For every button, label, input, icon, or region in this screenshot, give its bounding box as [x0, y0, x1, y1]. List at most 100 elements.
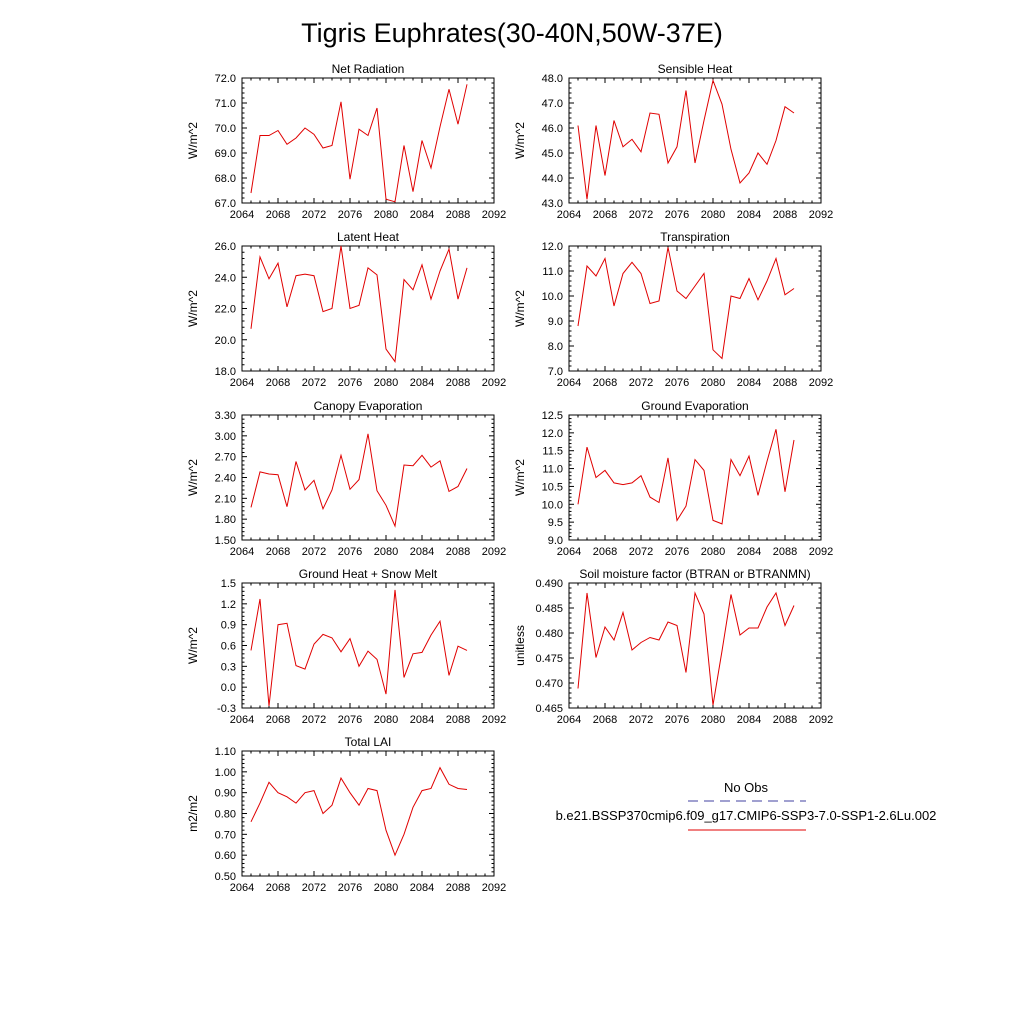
x-tick-label: 2088: [446, 209, 470, 221]
y-tick-label: 22.0: [215, 304, 236, 316]
x-tick-label: 2092: [809, 714, 833, 726]
panel-6: 2064 2068 2072 2076 2080 2084 2088 2092 9.0 9.5 10…: [513, 399, 833, 558]
x-tick-label: 2068: [593, 714, 617, 726]
y-tick-label: -0.3: [217, 703, 236, 715]
panel-7: 2064 2068 2072 2076 2080 2084 2088 2092 -0.3 0.0 0…: [186, 567, 506, 726]
x-tick-label: 2064: [230, 209, 254, 221]
y-tick-label: 44.0: [542, 173, 563, 185]
x-tick-label: 2072: [629, 209, 653, 221]
x-tick-label: 2080: [701, 714, 725, 726]
y-tick-label: 0.80: [215, 809, 236, 821]
y-tick-label: 24.0: [215, 272, 236, 284]
panel-title: Transpiration: [660, 230, 730, 244]
series-line-1: [250, 766, 468, 857]
y-tick-label: 0.6: [221, 641, 236, 653]
x-tick-label: 2068: [593, 209, 617, 221]
plot-frame: [241, 77, 495, 204]
y-tick-label: 12.0: [542, 241, 563, 253]
y-axis-label: W/m^2: [186, 122, 200, 159]
x-tick-label: 2080: [374, 209, 398, 221]
y-tick-label: 1.00: [215, 767, 236, 779]
series-line-1: [250, 84, 468, 203]
y-tick-label: 10.0: [542, 291, 563, 303]
x-tick-label: 2064: [230, 546, 254, 558]
y-tick-label: 68.0: [215, 173, 236, 185]
x-tick-label: 2064: [230, 377, 254, 389]
x-tick-label: 2084: [737, 546, 761, 558]
x-tick-label: 2092: [482, 714, 506, 726]
x-tick-label: 2084: [410, 377, 434, 389]
y-tick-label: 71.0: [215, 98, 236, 110]
x-tick-label: 2080: [374, 714, 398, 726]
x-tick-label: 2068: [266, 209, 290, 221]
x-tick-label: 2072: [302, 546, 326, 558]
x-tick-label: 2080: [374, 546, 398, 558]
y-tick-label: 1.10: [215, 746, 236, 758]
y-tick-label: 0.60: [215, 850, 236, 862]
y-axis-label: unitless: [513, 625, 527, 666]
y-axis-label: W/m^2: [186, 290, 200, 327]
panel-title: Canopy Evaporation: [314, 399, 423, 413]
y-tick-label: 3.30: [215, 410, 236, 422]
y-axis-label: W/m^2: [513, 290, 527, 327]
y-tick-label: 12.5: [542, 410, 563, 422]
x-tick-label: 2084: [737, 714, 761, 726]
y-tick-label: 1.2: [221, 599, 236, 611]
panel-title: Ground Heat + Snow Melt: [299, 567, 438, 581]
y-tick-label: 43.0: [542, 198, 563, 210]
x-tick-label: 2064: [230, 882, 254, 894]
y-tick-label: 11.0: [542, 266, 563, 278]
y-tick-label: 11.5: [542, 446, 563, 458]
legend: No Obs b.e21.BSSP370cmip6.f09_g17.CMIP6-…: [556, 780, 937, 831]
x-tick-label: 2080: [701, 546, 725, 558]
y-tick-label: 1.50: [215, 535, 236, 547]
x-tick-label: 2076: [665, 546, 689, 558]
x-tick-label: 2080: [374, 377, 398, 389]
plot-frame: [568, 245, 822, 372]
plot-frame: [241, 245, 495, 372]
x-tick-label: 2064: [557, 546, 581, 558]
x-tick-label: 2076: [665, 209, 689, 221]
x-tick-label: 2092: [809, 209, 833, 221]
y-tick-label: 10.0: [542, 499, 563, 511]
x-tick-label: 2068: [266, 714, 290, 726]
x-tick-label: 2092: [809, 377, 833, 389]
x-tick-label: 2084: [737, 209, 761, 221]
x-tick-label: 2076: [338, 377, 362, 389]
y-tick-label: 0.475: [535, 653, 563, 665]
y-tick-label: 1.5: [221, 578, 236, 590]
x-tick-label: 2088: [773, 546, 797, 558]
x-tick-label: 2088: [446, 714, 470, 726]
y-tick-label: 67.0: [215, 198, 236, 210]
y-axis-label: W/m^2: [186, 627, 200, 664]
panel-9: 2064 2068 2072 2076 2080 2084 2088 2092 0.50 0.60…: [186, 735, 506, 894]
y-tick-label: 9.0: [548, 535, 563, 547]
legend-label-case: b.e21.BSSP370cmip6.f09_g17.CMIP6-SSP3-7.…: [556, 808, 937, 823]
x-tick-label: 2068: [593, 546, 617, 558]
x-tick-label: 2084: [410, 882, 434, 894]
y-tick-label: 3.00: [215, 431, 236, 443]
x-tick-label: 2080: [701, 377, 725, 389]
x-tick-label: 2076: [665, 714, 689, 726]
y-tick-label: 0.90: [215, 788, 236, 800]
y-tick-label: 9.5: [548, 517, 563, 529]
y-axis-label: m2/m2: [186, 795, 200, 832]
y-tick-label: 0.465: [535, 703, 563, 715]
plot-frame: [568, 77, 822, 204]
x-tick-label: 2088: [446, 377, 470, 389]
x-tick-label: 2064: [557, 714, 581, 726]
x-tick-label: 2088: [773, 714, 797, 726]
panel-title: Sensible Heat: [658, 62, 733, 76]
y-tick-label: 0.480: [535, 628, 563, 640]
y-tick-label: 7.0: [548, 366, 563, 378]
x-tick-label: 2088: [773, 209, 797, 221]
y-tick-label: 20.0: [215, 335, 236, 347]
x-tick-label: 2084: [410, 546, 434, 558]
x-tick-label: 2072: [302, 714, 326, 726]
x-tick-label: 2076: [338, 546, 362, 558]
x-tick-label: 2064: [557, 377, 581, 389]
legend-label-obs: No Obs: [724, 780, 769, 795]
main-title: Tigris Euphrates(30-40N,50W-37E): [301, 18, 723, 48]
y-tick-label: 70.0: [215, 123, 236, 135]
series-line-1: [577, 247, 795, 360]
